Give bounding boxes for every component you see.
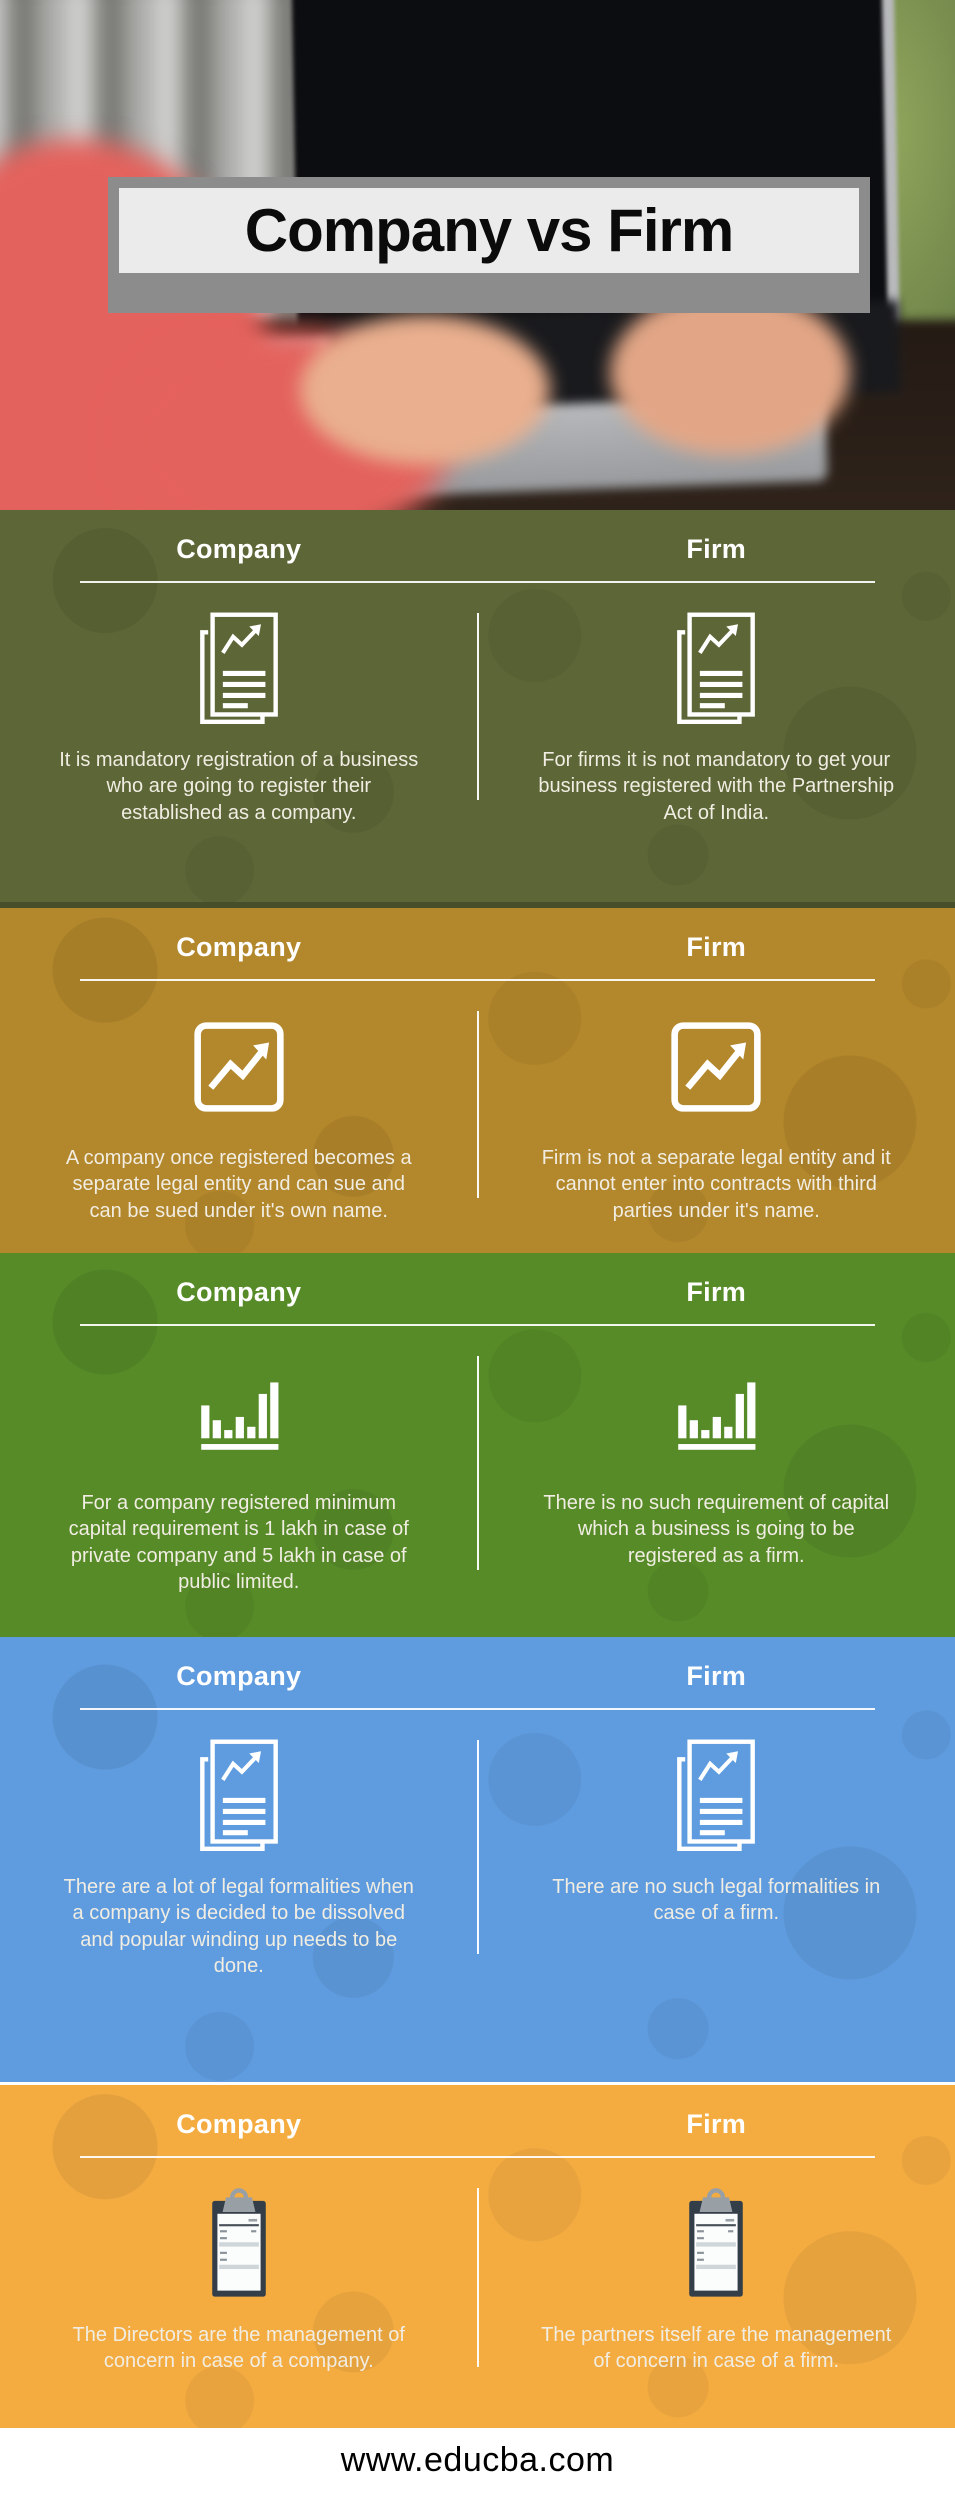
- footer: www.educba.com: [0, 2428, 955, 2493]
- section-legal-entity: Company Firm A company once registered b…: [0, 908, 955, 1253]
- firm-heading: Firm: [686, 1277, 747, 1307]
- section-capital: Company Firm: [0, 1253, 955, 1637]
- document-chart-icon: [677, 612, 756, 724]
- firm-description: For firms it is not mandatory to get you…: [538, 749, 895, 824]
- company-heading: Company: [176, 932, 302, 962]
- bar-chart-icon: [678, 1382, 756, 1450]
- heading-underline: [80, 1708, 875, 1710]
- trend-chart-icon: [194, 1022, 284, 1112]
- heading-underline: [80, 979, 875, 981]
- heading-row: Company Firm: [0, 932, 955, 963]
- website-link[interactable]: www.educba.com: [340, 2441, 615, 2479]
- title-banner: Company vs Firm: [108, 177, 870, 313]
- company-icon-box: [195, 1734, 283, 1858]
- company-icon-box: [193, 1350, 285, 1474]
- page-title: Company vs Firm: [244, 197, 734, 264]
- section-registration: Company Firm: [0, 510, 955, 908]
- heading-underline: [80, 2156, 875, 2158]
- firm-heading: Firm: [686, 534, 747, 564]
- firm-icon-box: [669, 1005, 763, 1129]
- bar-chart-icon: [200, 1382, 279, 1450]
- company-description: A company once registered becomes a sepa…: [65, 1147, 412, 1222]
- column-divider: [476, 1740, 479, 1954]
- firm-icon-box: [672, 607, 760, 731]
- heading-row: Company Firm: [0, 1277, 955, 1308]
- firm-icon-box: [670, 1350, 762, 1474]
- firm-description: The partners itself are the management o…: [541, 2324, 892, 2373]
- heading-underline: [80, 1324, 875, 1326]
- comparison-columns: The Directors are the management of conc…: [0, 2158, 955, 2375]
- heading-row: Company Firm: [0, 2109, 955, 2140]
- heading-row: Company Firm: [0, 534, 955, 565]
- document-chart-icon: [677, 1739, 756, 1851]
- firm-column: Firm is not a separate legal entity and …: [478, 1005, 955, 1224]
- document-chart-icon: [199, 1739, 278, 1851]
- company-column: A company once registered becomes a sepa…: [0, 1005, 478, 1224]
- company-icon-box: [195, 607, 283, 731]
- column-divider: [476, 1011, 479, 1199]
- company-column: It is mandatory registration of a busine…: [0, 607, 478, 826]
- firm-icon-box: [672, 1734, 760, 1858]
- comparison-columns: For a company registered minimum capital…: [0, 1326, 955, 1596]
- company-column: There are a lot of legal formalities whe…: [0, 1734, 478, 1980]
- company-icon-box: [199, 2182, 279, 2306]
- comparison-columns: A company once registered becomes a sepa…: [0, 981, 955, 1224]
- company-heading: Company: [176, 1661, 302, 1691]
- comparison-columns: There are a lot of legal formalities whe…: [0, 1710, 955, 1980]
- column-divider: [476, 613, 479, 801]
- clipboard-icon: [211, 2188, 266, 2297]
- hero-photo: Company vs Firm: [0, 0, 955, 510]
- sections: Company Firm: [0, 510, 955, 2428]
- company-description: The Directors are the management of conc…: [72, 2324, 405, 2373]
- left-hand: [300, 315, 550, 465]
- trend-chart-icon: [671, 1022, 761, 1112]
- firm-column: There is no such requirement of capital …: [478, 1350, 955, 1596]
- column-divider: [476, 1356, 479, 1570]
- company-heading: Company: [176, 534, 302, 564]
- company-description: There are a lot of legal formalities whe…: [63, 1876, 414, 1978]
- firm-column: There are no such legal formalities in c…: [478, 1734, 955, 1980]
- section-management: Company Firm: [0, 2082, 955, 2428]
- firm-heading: Firm: [686, 932, 747, 962]
- firm-icon-box: [676, 2182, 756, 2306]
- company-heading: Company: [176, 2109, 302, 2139]
- title-banner-inner: Company vs Firm: [119, 188, 859, 273]
- firm-heading: Firm: [686, 1661, 747, 1691]
- comparison-columns: It is mandatory registration of a busine…: [0, 583, 955, 826]
- document-chart-icon: [199, 612, 278, 724]
- heading-row: Company Firm: [0, 1661, 955, 1692]
- firm-description: There is no such requirement of capital …: [543, 1492, 890, 1567]
- company-description: For a company registered minimum capital…: [68, 1492, 409, 1594]
- firm-column: For firms it is not mandatory to get you…: [478, 607, 955, 826]
- company-column: For a company registered minimum capital…: [0, 1350, 478, 1596]
- company-icon-box: [192, 1005, 286, 1129]
- firm-column: The partners itself are the management o…: [478, 2182, 955, 2375]
- company-column: The Directors are the management of conc…: [0, 2182, 478, 2375]
- right-hand: [610, 290, 850, 455]
- firm-description: Firm is not a separate legal entity and …: [541, 1147, 891, 1222]
- heading-underline: [80, 581, 875, 583]
- firm-heading: Firm: [686, 2109, 747, 2139]
- company-description: It is mandatory registration of a busine…: [59, 749, 419, 824]
- clipboard-icon: [689, 2188, 744, 2297]
- column-divider: [476, 2188, 479, 2367]
- section-formalities: Company Firm: [0, 1637, 955, 2082]
- firm-description: There are no such legal formalities in c…: [552, 1876, 881, 1925]
- company-heading: Company: [176, 1277, 302, 1307]
